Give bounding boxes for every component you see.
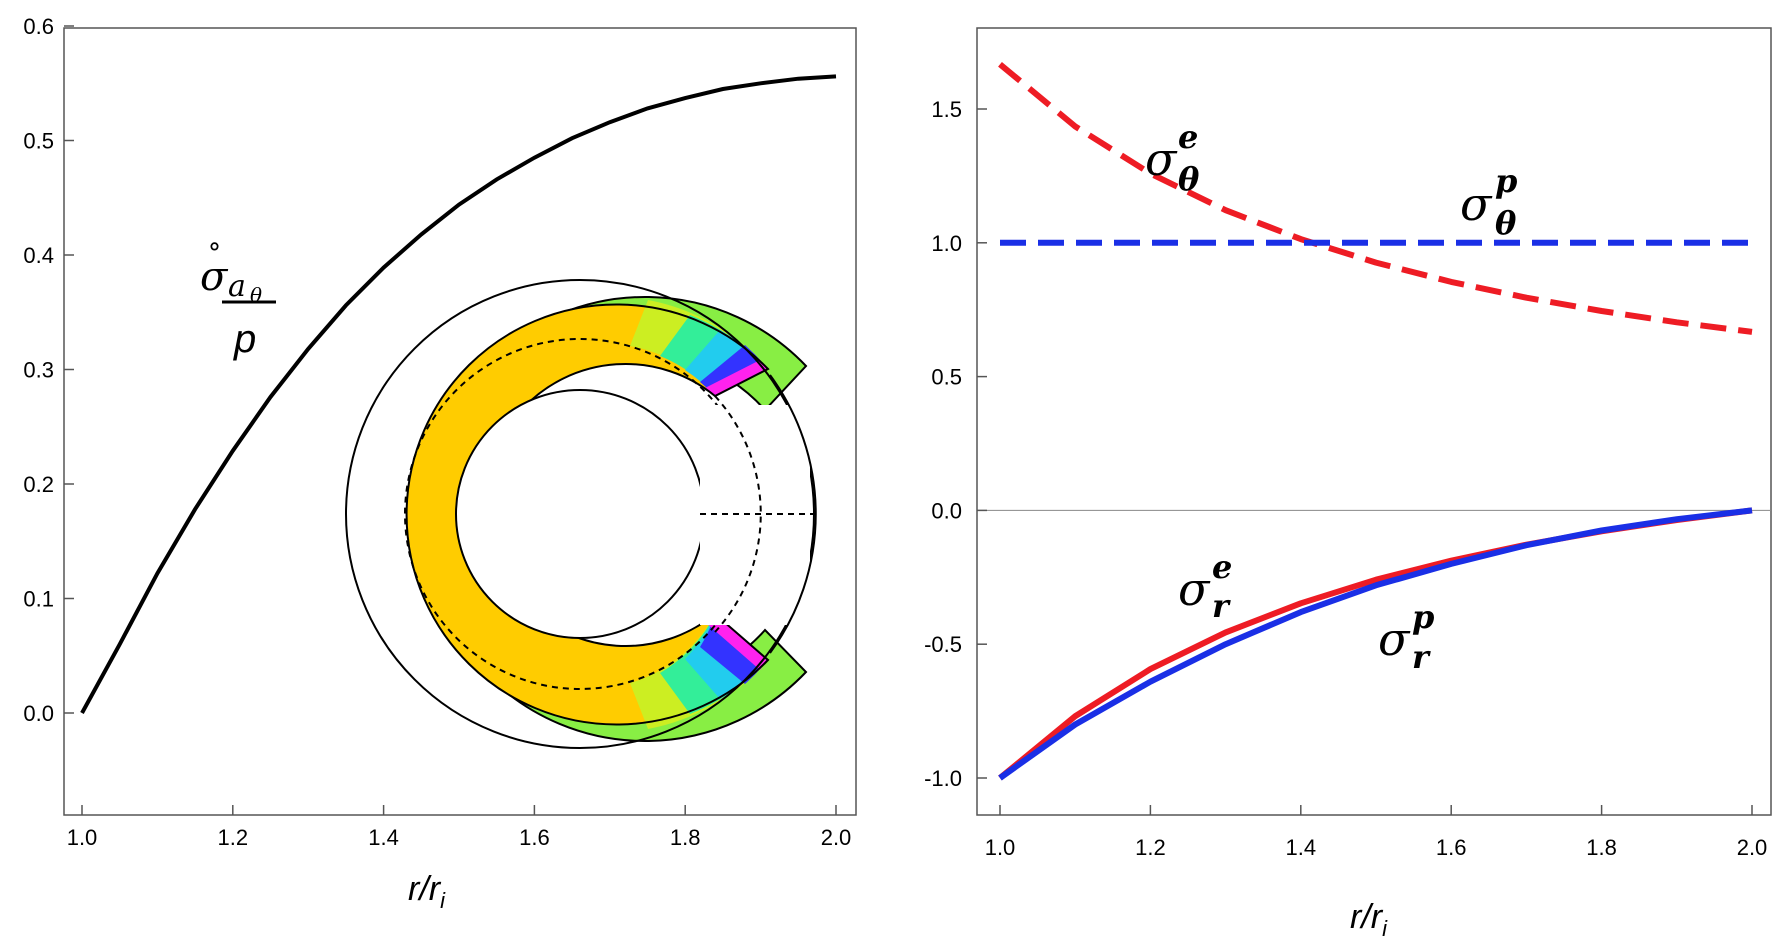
right-x-axis-title-sub: i xyxy=(1382,916,1388,941)
label-sigma-r-p-symbol: σ xyxy=(1378,612,1411,666)
inset-ring-diagram xyxy=(345,279,817,749)
left-x-ticks: 1.0 1.2 1.4 1.6 1.8 2.0 xyxy=(67,805,852,850)
left-x-axis-title-main: r/r xyxy=(408,870,442,908)
right-y-tick-label: -0.5 xyxy=(924,632,962,657)
left-x-tick-label: 2.0 xyxy=(821,825,852,850)
right-x-axis-title-main: r/r xyxy=(1350,898,1384,936)
right-x-tick-label: 1.6 xyxy=(1436,835,1467,860)
left-y-ticks: 0.0 0.1 0.2 0.3 0.4 0.5 0.6 xyxy=(23,14,74,726)
label-sigma-theta-p-sub: θ xyxy=(1495,204,1517,242)
right-y-tick-label: 0.0 xyxy=(931,498,962,523)
left-x-tick-label: 1.6 xyxy=(519,825,550,850)
right-y-tick-label: 1.0 xyxy=(931,231,962,256)
annotation-ring: ° xyxy=(208,239,221,269)
right-x-tick-label: 2.0 xyxy=(1737,835,1768,860)
right-series-group xyxy=(998,61,1753,781)
label-sigma-r-p-sup: p xyxy=(1412,598,1434,636)
left-x-tick-label: 1.4 xyxy=(368,825,399,850)
left-y-tick-label: 0.4 xyxy=(23,243,54,268)
ring-band-magenta xyxy=(705,360,768,396)
left-y-tick-label: 0.5 xyxy=(23,129,54,154)
inset-outer-arc-right xyxy=(769,374,817,654)
annotation-denominator: p xyxy=(233,317,256,361)
right-y-tick-label: 1.5 xyxy=(931,97,962,122)
left-series-line xyxy=(80,74,837,714)
right-x-tick-label: 1.8 xyxy=(1586,835,1617,860)
left-y-tick-label: 0.2 xyxy=(23,472,54,497)
series-label-sigma-theta-e: σ e θ xyxy=(1145,118,1200,198)
label-sigma-theta-p-sup: p xyxy=(1495,162,1517,200)
right-x-tick-label: 1.4 xyxy=(1286,835,1317,860)
right-x-tick-label: 1.2 xyxy=(1135,835,1166,860)
series-label-sigma-r-p: σ p r xyxy=(1378,598,1434,676)
series-label-sigma-theta-p: σ p θ xyxy=(1460,162,1517,242)
label-sigma-r-e-sup: e xyxy=(1212,548,1232,586)
left-x-tick-label: 1.2 xyxy=(218,825,249,850)
series-line-sigma-theta-e xyxy=(998,61,1753,335)
left-panel: 1.0 1.2 1.4 1.6 1.8 2.0 0.0 0.1 0.2 0.3 0.4 0.5 0.6 xyxy=(23,14,857,913)
right-panel: 1.0 1.2 1.4 1.6 1.8 2.0 -1.0-0.50.00.51.01.5 … xyxy=(924,27,1772,941)
left-x-tick-label: 1.0 xyxy=(67,825,98,850)
ring-band-magenta-bottom xyxy=(705,614,768,670)
left-y-tick-label: 0.1 xyxy=(23,587,54,612)
annotation-sigma: σ xyxy=(200,254,229,300)
label-sigma-r-e-sub: r xyxy=(1212,587,1231,625)
label-sigma-theta-e-symbol: σ xyxy=(1145,132,1178,186)
inset-inner-circle xyxy=(455,389,705,639)
label-sigma-r-e-symbol: σ xyxy=(1178,562,1211,616)
label-sigma-theta-e-sup: e xyxy=(1178,118,1198,156)
right-y-tick-label: 0.5 xyxy=(931,365,962,390)
annotation-subscript: a xyxy=(228,269,246,304)
label-sigma-theta-e-sub: θ xyxy=(1178,160,1200,198)
left-y-tick-label: 0.6 xyxy=(23,14,54,39)
left-x-axis-title-sub: i xyxy=(440,888,446,913)
right-x-ticks: 1.0 1.2 1.4 1.6 1.8 2.0 xyxy=(985,805,1768,860)
series-label-sigma-r-e: σ e r xyxy=(1178,548,1232,625)
left-y-tick-label: 0.3 xyxy=(23,358,54,383)
left-x-tick-label: 1.8 xyxy=(670,825,701,850)
label-sigma-r-p-sub: r xyxy=(1412,638,1431,676)
ring-band-yellow xyxy=(406,304,768,725)
inset-dashed-arc-right xyxy=(714,395,762,633)
left-curve-annotation: ° σ a θ p xyxy=(200,239,276,361)
right-y-ticks: -1.0 -0.5 0.0 0.5 1.0 1.5 xyxy=(924,97,987,791)
left-plot-frame xyxy=(63,27,857,816)
right-y-tick-label: -1.0 xyxy=(924,766,962,791)
left-y-tick-label: 0.0 xyxy=(23,701,54,726)
right-x-axis-title: r/ri xyxy=(1350,898,1388,941)
label-sigma-theta-p-symbol: σ xyxy=(1460,177,1493,231)
right-x-tick-label: 1.0 xyxy=(985,835,1016,860)
series-line-sigma-r-p xyxy=(998,507,1753,781)
left-x-axis-title: r/ri xyxy=(408,870,446,913)
right-plot-frame xyxy=(976,27,1772,816)
series-line-sigma-r-e xyxy=(998,507,1753,781)
